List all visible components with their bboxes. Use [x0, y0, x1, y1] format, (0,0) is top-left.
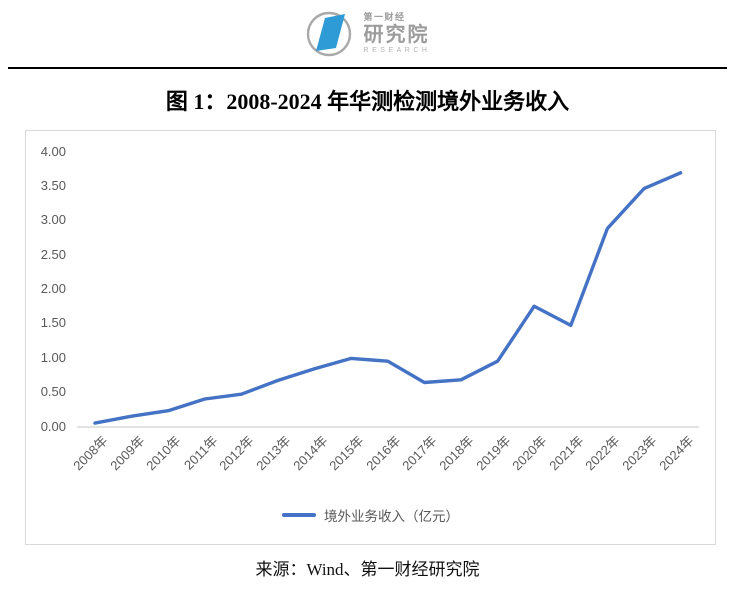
y-axis-label: 4.00	[40, 143, 66, 159]
logo-line3: RESEARCH	[363, 46, 431, 54]
legend-line-swatch	[282, 513, 316, 517]
logo-line1: 第一财经	[363, 11, 406, 22]
header-divider	[8, 67, 727, 69]
yicai-logo-text: 第一财经 研究院 RESEARCH	[363, 11, 431, 54]
y-axis-label: 3.50	[40, 177, 66, 193]
yicai-logo-mark-icon	[306, 11, 351, 57]
y-axis-label: 1.00	[40, 349, 66, 365]
legend-label: 境外业务收入（亿元）	[324, 509, 459, 524]
source-note: 来源：Wind、第一财经研究院	[255, 560, 480, 579]
yicai-logo: 第一财经 研究院 RESEARCH	[0, 4, 735, 62]
y-axis-label: 2.50	[40, 246, 66, 262]
y-axis-label: 0.50	[40, 384, 66, 400]
series-line	[93, 171, 683, 425]
y-axis-label: 1.50	[40, 315, 66, 331]
y-axis-label: 0.00	[40, 418, 66, 434]
y-axis-label: 2.00	[40, 281, 66, 296]
chart-title: 图 1：2008-2024 年华测检测境外业务收入	[165, 89, 570, 114]
chart-area: 境外业务收入（亿元） 0.00 0.50 1.00 1.50 2.00 2.50 3.00 3…	[25, 130, 716, 545]
logo-line2: 研究院	[363, 23, 430, 46]
y-axis-label: 3.00	[40, 212, 66, 228]
chart-legend: 境外业务收入（亿元）	[26, 506, 715, 524]
chart-svg	[77, 171, 699, 428]
